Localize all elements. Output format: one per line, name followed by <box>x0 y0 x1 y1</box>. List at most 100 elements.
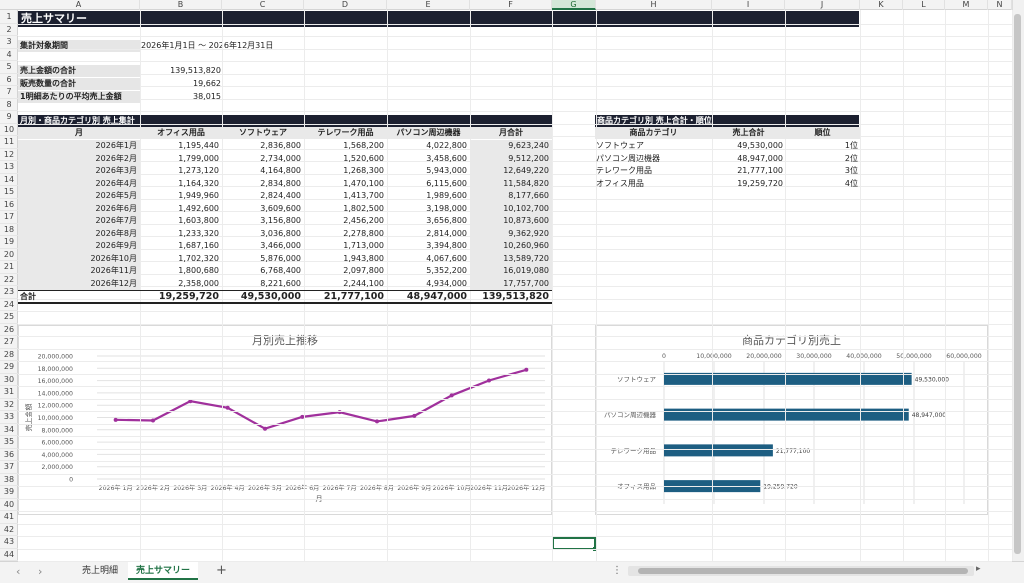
monthly-cell[interactable]: 1,949,960 <box>178 191 219 200</box>
monthly-cell[interactable]: 2026年1月 <box>18 140 140 153</box>
category-header-cell[interactable]: 売上合計 <box>712 127 785 139</box>
monthly-cell[interactable]: 1,413,700 <box>343 191 384 200</box>
category-name-cell[interactable]: パソコン周辺機器 <box>596 153 660 163</box>
monthly-cell[interactable]: 1,943,800 <box>343 253 384 263</box>
monthly-cell[interactable]: 4,022,800 <box>426 141 467 150</box>
sheet-tab-detail[interactable]: 売上明細 <box>82 566 119 576</box>
column-header-i[interactable]: I <box>712 0 785 10</box>
monthly-header-cell[interactable]: テレワーク用品 <box>304 127 387 139</box>
kpi-label[interactable]: 売上金額の合計 <box>18 65 140 77</box>
monthly-cell[interactable]: 3,656,800 <box>426 216 467 225</box>
row-header-2[interactable]: 2 <box>0 24 18 36</box>
category-sales-cell[interactable]: 19,259,720 <box>737 178 783 188</box>
row-header-24[interactable]: 24 <box>0 299 18 311</box>
row-header-8[interactable]: 8 <box>0 99 18 111</box>
monthly-cell[interactable]: 4,934,000 <box>426 278 467 288</box>
row-header-20[interactable]: 20 <box>0 249 18 261</box>
monthly-cell[interactable]: 10,873,600 <box>470 215 552 228</box>
row-header-43[interactable]: 43 <box>0 536 18 549</box>
monthly-cell[interactable]: 2026年10月 <box>18 252 140 265</box>
row-header-7[interactable]: 7 <box>0 86 18 99</box>
monthly-cell[interactable]: 5,943,000 <box>426 166 467 175</box>
monthly-cell[interactable]: 1,268,300 <box>343 166 384 175</box>
category-name-cell[interactable]: オフィス用品 <box>596 178 644 188</box>
period-label[interactable]: 集計対象期間 <box>18 40 140 52</box>
monthly-header-cell[interactable]: 月合計 <box>470 127 552 139</box>
monthly-cell[interactable]: 2026年11月 <box>18 265 140 278</box>
row-header-1[interactable]: 1 <box>0 11 18 24</box>
monthly-cell[interactable]: 2026年5月 <box>18 190 140 203</box>
horizontal-scroll-thumb[interactable] <box>638 568 968 574</box>
row-header-17[interactable]: 17 <box>0 211 18 224</box>
row-header-26[interactable]: 26 <box>0 324 18 336</box>
row-header-9[interactable]: 9 <box>0 111 18 124</box>
row-header-29[interactable]: 29 <box>0 361 18 374</box>
column-header-h[interactable]: H <box>596 0 712 10</box>
row-header-10[interactable]: 10 <box>0 124 18 136</box>
monthly-cell[interactable]: 1,800,680 <box>178 266 219 275</box>
row-header-27[interactable]: 27 <box>0 336 18 349</box>
monthly-cell[interactable]: 2,834,800 <box>260 178 301 188</box>
monthly-cell[interactable]: 1,702,320 <box>178 253 219 263</box>
vertical-scroll-thumb[interactable] <box>1014 14 1021 554</box>
row-header-4[interactable]: 4 <box>0 49 18 61</box>
monthly-cell[interactable]: 1,195,440 <box>178 141 219 150</box>
monthly-header-cell[interactable]: オフィス用品 <box>140 127 222 139</box>
chevron-left-icon[interactable]: ‹ <box>16 565 21 578</box>
vertical-dots-icon[interactable]: ⋮ <box>612 565 622 576</box>
category-rank-cell[interactable]: 1位 <box>844 141 858 150</box>
bar-chart[interactable]: 商品カテゴリ別売上 0 10,000,000 20,000,000 30,000,00… <box>595 325 988 515</box>
category-sales-cell[interactable]: 48,947,000 <box>737 153 783 163</box>
monthly-total-cell[interactable]: 139,513,820 <box>482 291 549 302</box>
monthly-header-cell[interactable]: ソフトウェア <box>222 127 304 139</box>
column-header-l[interactable]: L <box>903 0 945 10</box>
monthly-cell[interactable]: 3,466,000 <box>260 241 301 250</box>
monthly-cell[interactable]: 1,802,500 <box>343 203 384 213</box>
monthly-cell[interactable]: 3,156,800 <box>260 216 301 225</box>
row-header-39[interactable]: 39 <box>0 486 18 499</box>
row-header-13[interactable]: 13 <box>0 161 18 174</box>
column-header-f[interactable]: F <box>470 0 552 10</box>
monthly-cell[interactable]: 5,352,200 <box>426 266 467 275</box>
row-header-31[interactable]: 31 <box>0 386 18 399</box>
monthly-cell[interactable]: 2026年12月 <box>18 277 140 290</box>
column-header-m[interactable]: M <box>945 0 988 10</box>
monthly-total-cell[interactable]: 21,777,100 <box>323 291 384 302</box>
monthly-cell[interactable]: 2026年2月 <box>18 152 140 165</box>
monthly-cell[interactable]: 1,164,320 <box>178 178 219 188</box>
row-header-12[interactable]: 12 <box>0 149 18 161</box>
add-sheet-button[interactable]: + <box>216 563 227 578</box>
sheet-tab-summary[interactable]: 売上サマリー <box>128 562 199 580</box>
monthly-cell[interactable]: 1,687,160 <box>178 241 219 250</box>
monthly-cell[interactable]: 8,221,600 <box>260 278 301 288</box>
category-rank-cell[interactable]: 2位 <box>844 153 858 163</box>
monthly-cell[interactable]: 2,097,800 <box>343 266 384 275</box>
category-name-cell[interactable]: テレワーク用品 <box>596 166 652 175</box>
row-header-16[interactable]: 16 <box>0 199 18 211</box>
category-rank-cell[interactable]: 4位 <box>844 178 858 188</box>
monthly-cell[interactable]: 2,358,000 <box>178 278 219 288</box>
row-header-28[interactable]: 28 <box>0 349 18 361</box>
row-header-37[interactable]: 37 <box>0 461 18 474</box>
monthly-cell[interactable]: 1,492,600 <box>178 203 219 213</box>
monthly-cell[interactable]: 10,260,960 <box>470 240 552 253</box>
monthly-cell[interactable]: 1,273,120 <box>178 166 219 175</box>
monthly-cell[interactable]: 3,036,800 <box>260 228 301 238</box>
row-header-11[interactable]: 11 <box>0 136 18 149</box>
monthly-total-cell[interactable]: 19,259,720 <box>158 291 219 302</box>
row-header-3[interactable]: 3 <box>0 36 18 49</box>
monthly-cell[interactable]: 17,757,700 <box>470 277 552 290</box>
row-header-44[interactable]: 44 <box>0 549 18 561</box>
monthly-cell[interactable]: 1,799,000 <box>178 153 219 163</box>
monthly-cell[interactable]: 1,989,600 <box>426 191 467 200</box>
column-header-n[interactable]: N <box>988 0 1012 10</box>
monthly-cell[interactable]: 9,623,240 <box>470 140 552 153</box>
monthly-cell[interactable]: 1,520,600 <box>343 153 384 163</box>
monthly-cell[interactable]: 2,734,000 <box>260 153 301 163</box>
column-header-e[interactable]: E <box>387 0 470 10</box>
row-header-33[interactable]: 33 <box>0 411 18 424</box>
monthly-cell[interactable]: 8,177,660 <box>470 190 552 203</box>
column-header-g[interactable]: G <box>552 0 596 10</box>
monthly-cell[interactable]: 1,233,320 <box>178 228 219 238</box>
monthly-cell[interactable]: 2,824,400 <box>260 191 301 200</box>
